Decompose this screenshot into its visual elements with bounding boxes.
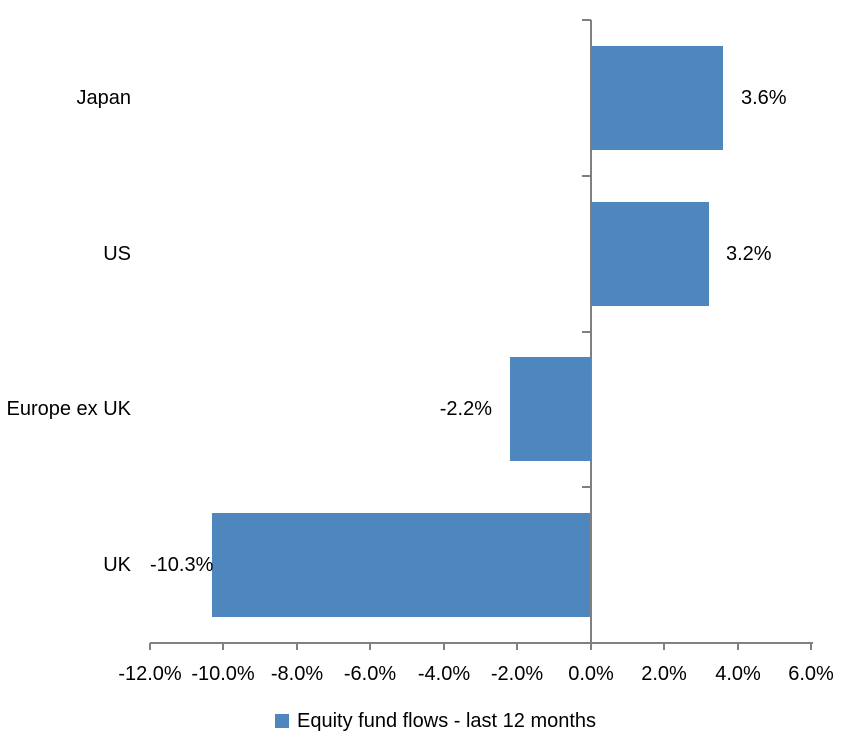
x-axis-tick: [149, 643, 151, 650]
x-tick-label: 2.0%: [641, 663, 687, 685]
x-tick-label: 4.0%: [715, 663, 761, 685]
x-axis-tick: [222, 643, 224, 650]
x-tick-label: -8.0%: [270, 663, 324, 685]
x-tick-label: -4.0%: [417, 663, 471, 685]
x-axis-tick: [663, 643, 665, 650]
x-tick-label: 6.0%: [788, 663, 834, 685]
x-tick-label: 0.0%: [568, 663, 614, 685]
x-tick-label: -6.0%: [343, 663, 397, 685]
x-tick-label: -10.0%: [191, 663, 255, 685]
y-axis-tick: [582, 486, 591, 488]
bar-value-label: 3.6%: [741, 87, 787, 109]
chart-legend: Equity fund flows - last 12 months: [275, 710, 596, 732]
legend-label: Equity fund flows - last 12 months: [297, 710, 597, 732]
x-axis-tick: [516, 643, 518, 650]
x-tick-label: -2.0%: [490, 663, 544, 685]
x-axis-tick: [369, 643, 371, 650]
category-label-japan: Japan: [76, 87, 132, 109]
category-label-europe-ex-uk: Europe ex UK: [6, 398, 131, 420]
y-axis-tick: [582, 331, 591, 333]
x-axis-tick: [737, 643, 739, 650]
category-label-us: US: [103, 243, 131, 265]
category-label-uk: UK: [103, 554, 131, 576]
zero-axis-line: [590, 20, 592, 650]
y-axis-tick: [582, 175, 591, 177]
bar-europe-ex-uk: [510, 357, 591, 461]
x-axis-tick: [443, 643, 445, 650]
bar-uk: [212, 513, 590, 617]
legend-swatch-icon: [275, 714, 289, 728]
x-axis-line: [150, 642, 813, 644]
bar-japan: [591, 46, 723, 150]
bar-us: [591, 202, 709, 306]
x-axis-tick: [810, 643, 812, 650]
x-axis-tick: [296, 643, 298, 650]
bar-value-label: -2.2%: [439, 398, 492, 420]
y-axis-tick: [582, 19, 591, 21]
x-axis-tick: [590, 643, 592, 650]
bar-value-label: -10.3%: [150, 554, 214, 576]
x-tick-label: -12.0%: [118, 663, 182, 685]
bar-value-label: 3.2%: [726, 243, 772, 265]
